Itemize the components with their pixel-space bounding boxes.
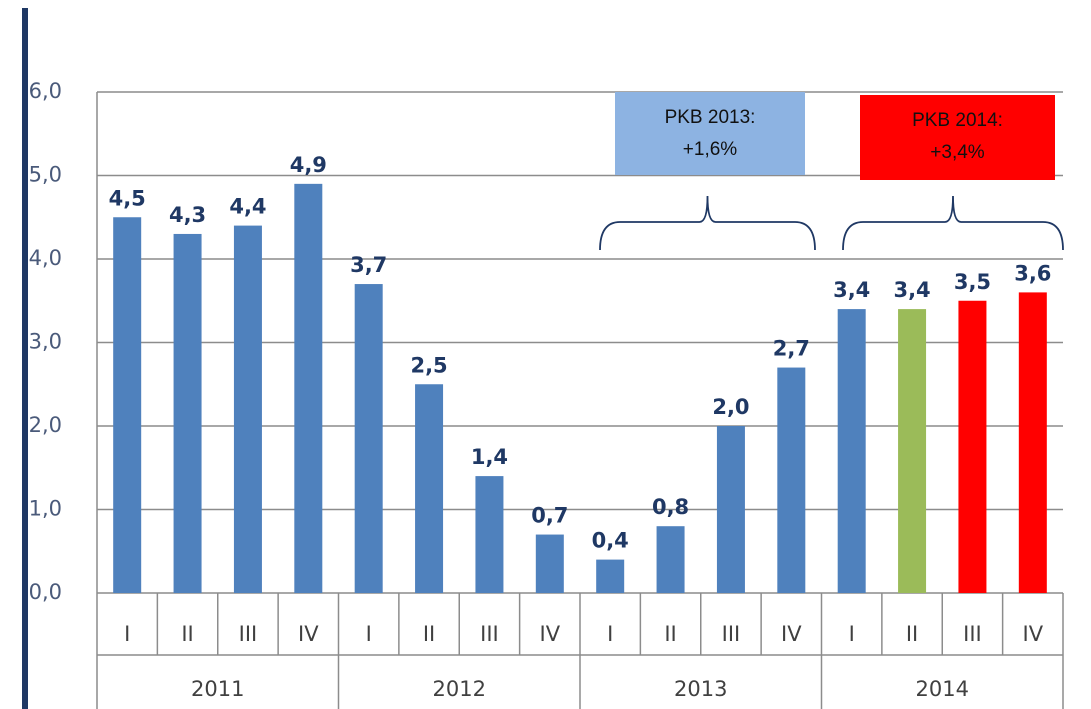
value-label: 2,5 [410,353,447,377]
value-label: 3,7 [350,253,387,277]
value-label: 0,7 [531,504,568,528]
y-tick-label: 0,0 [29,580,62,604]
value-label: 3,6 [1014,261,1051,285]
x-tick-label: II [181,622,193,646]
value-label: 3,4 [893,278,930,302]
y-tick-label: 3,0 [29,330,62,354]
value-label: 3,4 [833,278,870,302]
x-tick-label: III [963,622,982,646]
annotation-text: PKB 2013: [665,107,756,128]
x-tick-label: III [480,622,499,646]
bar [958,300,987,593]
x-tick-label: IV [540,622,561,646]
value-label: 0,8 [652,495,689,519]
x-tick-label: I [607,622,613,646]
bar [113,217,142,593]
bar [415,384,444,593]
bar [777,367,806,593]
group-label: 2012 [433,677,486,701]
value-label: 2,7 [773,337,810,361]
bar [656,526,685,593]
bar [173,233,202,593]
bar [1018,292,1047,593]
bar [233,225,262,593]
bar [716,426,745,593]
x-tick-label: IV [1023,622,1044,646]
y-tick-label: 6,0 [29,79,62,103]
annotation-text: +1,6% [683,139,738,160]
value-label: 0,4 [592,529,629,553]
value-label: 1,4 [471,445,508,469]
annotation-text: +3,4% [930,142,985,163]
brace [842,195,1064,251]
x-tick-label: I [366,622,372,646]
x-tick-label: II [423,622,435,646]
annotation-box [615,92,805,175]
group-label: 2011 [191,677,244,701]
x-tick-label: III [722,622,741,646]
brace [599,195,816,251]
y-tick-label: 4,0 [29,246,62,270]
value-label: 3,5 [954,270,991,294]
bar [535,534,564,593]
x-tick-label: I [124,622,130,646]
side-bar [22,8,28,709]
annotation-text: PKB 2014: [912,110,1003,131]
y-tick-label: 1,0 [29,497,62,521]
y-tick-label: 2,0 [29,413,62,437]
group-label: 2013 [674,677,727,701]
x-tick-label: II [906,622,918,646]
value-label: 4,9 [290,153,327,177]
bar [898,309,927,593]
x-tick-label: III [239,622,258,646]
bar [475,476,504,593]
bar [354,284,383,593]
bar [837,309,866,593]
value-label: 2,0 [712,395,749,419]
x-tick-label: II [664,622,676,646]
x-tick-label: IV [298,622,319,646]
value-label: 4,3 [169,203,206,227]
bar [294,183,323,593]
group-label: 2014 [916,677,969,701]
value-label: 4,4 [229,195,266,219]
annotation-box [860,95,1055,180]
bar [596,559,625,593]
value-label: 4,5 [109,186,146,210]
x-tick-label: IV [781,622,802,646]
x-tick-label: I [849,622,855,646]
y-tick-label: 5,0 [29,163,62,187]
